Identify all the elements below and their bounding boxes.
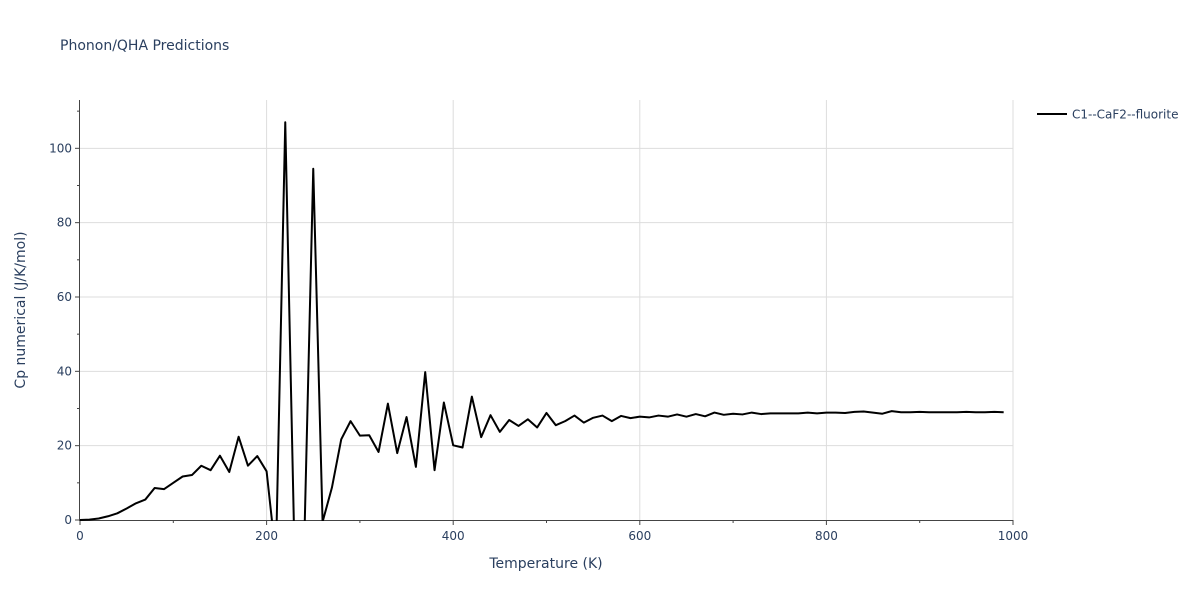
y-tick-label: 0 [64,513,72,527]
series-layer [79,121,1004,521]
x-ticks: 0 200 400 600 800 1000 [76,520,1028,543]
legend-label[interactable]: C1--CaF2--fluorite [1072,108,1178,122]
series-line-0 [79,121,1004,521]
x-axis-title: Temperature (K) [488,556,602,572]
x-tick-label: 1000 [998,529,1029,543]
x-tick-label: 800 [815,529,838,543]
x-tick-label: 200 [255,529,278,543]
y-tick-label: 80 [57,216,72,230]
y-tick-label: 20 [57,439,72,453]
legend[interactable]: C1--CaF2--fluorite [1037,108,1178,122]
y-tick-label: 60 [57,290,72,304]
y-axis-title: Cp numerical (J/K/mol) [13,231,29,388]
x-tick-label: 0 [76,529,84,543]
y-tick-label: 100 [49,141,72,155]
chart-title: Phonon/QHA Predictions [60,38,229,54]
y-ticks: 0 20 40 60 80 100 [49,110,80,527]
x-tick-label: 600 [628,529,651,543]
y-tick-label: 40 [57,364,72,378]
x-tick-label: 400 [442,529,465,543]
